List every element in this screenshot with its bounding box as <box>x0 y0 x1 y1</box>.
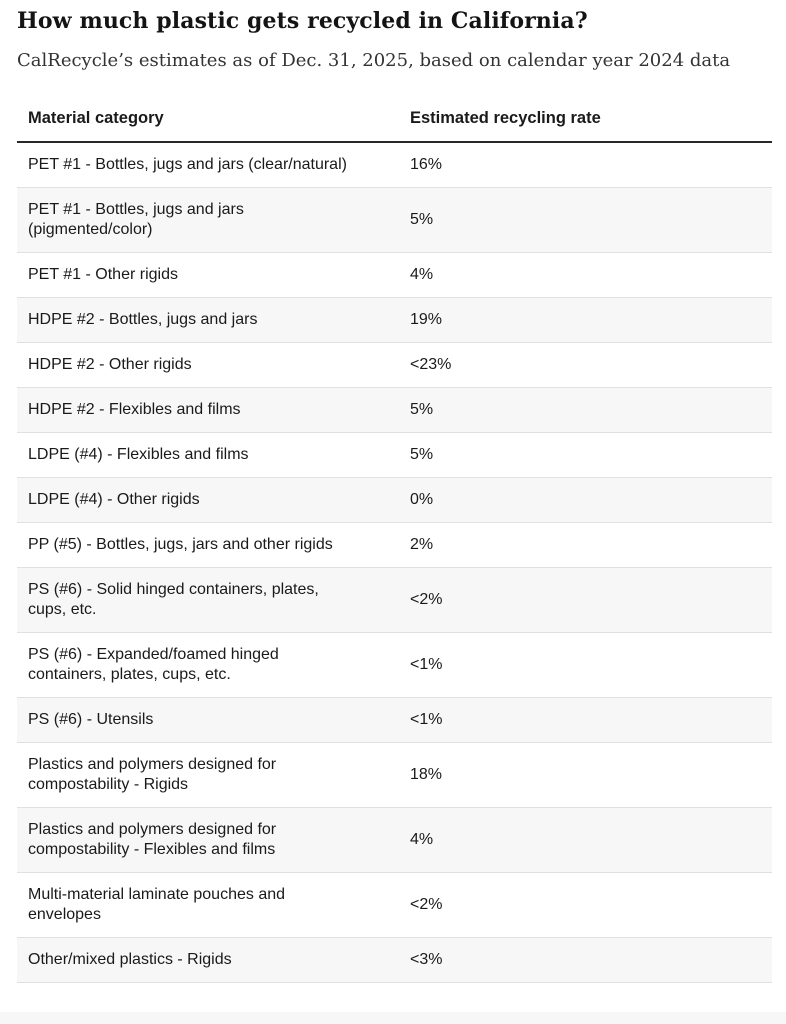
table-row: HDPE #2 - Flexibles and films 5% <box>17 387 772 434</box>
table-row: PS (#6) - Expanded/foamed hinged contain… <box>17 632 772 699</box>
recycling-rate-cell: <2% <box>399 872 772 939</box>
material-category-cell: PP (#5) - Bottles, jugs, jars and other … <box>17 522 399 569</box>
recycling-rates-table: Material category Estimated recycling ra… <box>17 98 772 984</box>
recycling-rate-cell: 5% <box>399 432 772 479</box>
table-row: PET #1 - Bottles, jugs and jars (pigment… <box>17 187 772 254</box>
recycling-rate-cell: <23% <box>399 342 772 389</box>
recycling-rate-cell: <1% <box>399 697 772 744</box>
material-category-cell: LDPE (#4) - Other rigids <box>17 477 399 524</box>
material-category-cell: Multi-material laminate pouches and enve… <box>17 872 399 939</box>
table-row: HDPE #2 - Bottles, jugs and jars 19% <box>17 297 772 344</box>
recycling-rate-cell: 5% <box>399 387 772 434</box>
material-category-cell: HDPE #2 - Bottles, jugs and jars <box>17 297 399 344</box>
table-row: PS (#6) - Solid hinged containers, plate… <box>17 567 772 634</box>
page-title: How much plastic gets recycled in Califo… <box>17 8 588 34</box>
material-category-cell: HDPE #2 - Flexibles and films <box>17 387 399 434</box>
recycling-rate-cell: 2% <box>399 522 772 569</box>
recycling-rate-cell: 4% <box>399 252 772 299</box>
material-category-cell: PS (#6) - Expanded/foamed hinged contain… <box>17 632 399 699</box>
material-category-cell: Plastics and polymers designed for compo… <box>17 807 399 874</box>
table-row: Multi-material laminate pouches and enve… <box>17 872 772 939</box>
material-category-cell: PS (#6) - Solid hinged containers, plate… <box>17 567 399 634</box>
table-row: Plastics and polymers designed for compo… <box>17 807 772 874</box>
table-body: PET #1 - Bottles, jugs and jars (clear/n… <box>17 142 772 984</box>
recycling-rate-cell: <1% <box>399 632 772 699</box>
table-row: LDPE (#4) - Other rigids 0% <box>17 477 772 524</box>
table-row: HDPE #2 - Other rigids <23% <box>17 342 772 389</box>
table-row: PET #1 - Bottles, jugs and jars (clear/n… <box>17 142 772 189</box>
table-row: Other/mixed plastics - Rigids <3% <box>17 937 772 984</box>
material-category-cell: HDPE #2 - Other rigids <box>17 342 399 389</box>
table-row: Plastics and polymers designed for compo… <box>17 742 772 809</box>
table-head: Material category Estimated recycling ra… <box>17 98 772 144</box>
page-subtitle: CalRecycle’s estimates as of Dec. 31, 20… <box>17 49 731 71</box>
material-category-cell: PET #1 - Other rigids <box>17 252 399 299</box>
material-category-cell: PET #1 - Bottles, jugs and jars (pigment… <box>17 187 399 254</box>
recycling-rate-cell: 19% <box>399 297 772 344</box>
page: How much plastic gets recycled in Califo… <box>17 8 772 984</box>
table-row: PS (#6) - Utensils <1% <box>17 697 772 744</box>
column-header-recycling-rate: Estimated recycling rate <box>399 98 772 144</box>
column-header-material-category: Material category <box>17 98 399 144</box>
table-row: PET #1 - Other rigids 4% <box>17 252 772 299</box>
recycling-rate-cell: 18% <box>399 742 772 809</box>
recycling-rate-cell: <3% <box>399 937 772 984</box>
table-header-row: Material category Estimated recycling ra… <box>17 98 772 144</box>
material-category-cell: Other/mixed plastics - Rigids <box>17 937 399 984</box>
recycling-rate-cell: 0% <box>399 477 772 524</box>
table-row: LDPE (#4) - Flexibles and films 5% <box>17 432 772 479</box>
material-category-cell: LDPE (#4) - Flexibles and films <box>17 432 399 479</box>
recycling-rate-cell: <2% <box>399 567 772 634</box>
bottom-page-band <box>0 1012 786 1024</box>
material-category-cell: PET #1 - Bottles, jugs and jars (clear/n… <box>17 142 399 189</box>
recycling-rate-cell: 5% <box>399 187 772 254</box>
table-row: PP (#5) - Bottles, jugs, jars and other … <box>17 522 772 569</box>
material-category-cell: PS (#6) - Utensils <box>17 697 399 744</box>
material-category-cell: Plastics and polymers designed for compo… <box>17 742 399 809</box>
recycling-rate-cell: 16% <box>399 142 772 189</box>
recycling-rate-cell: 4% <box>399 807 772 874</box>
